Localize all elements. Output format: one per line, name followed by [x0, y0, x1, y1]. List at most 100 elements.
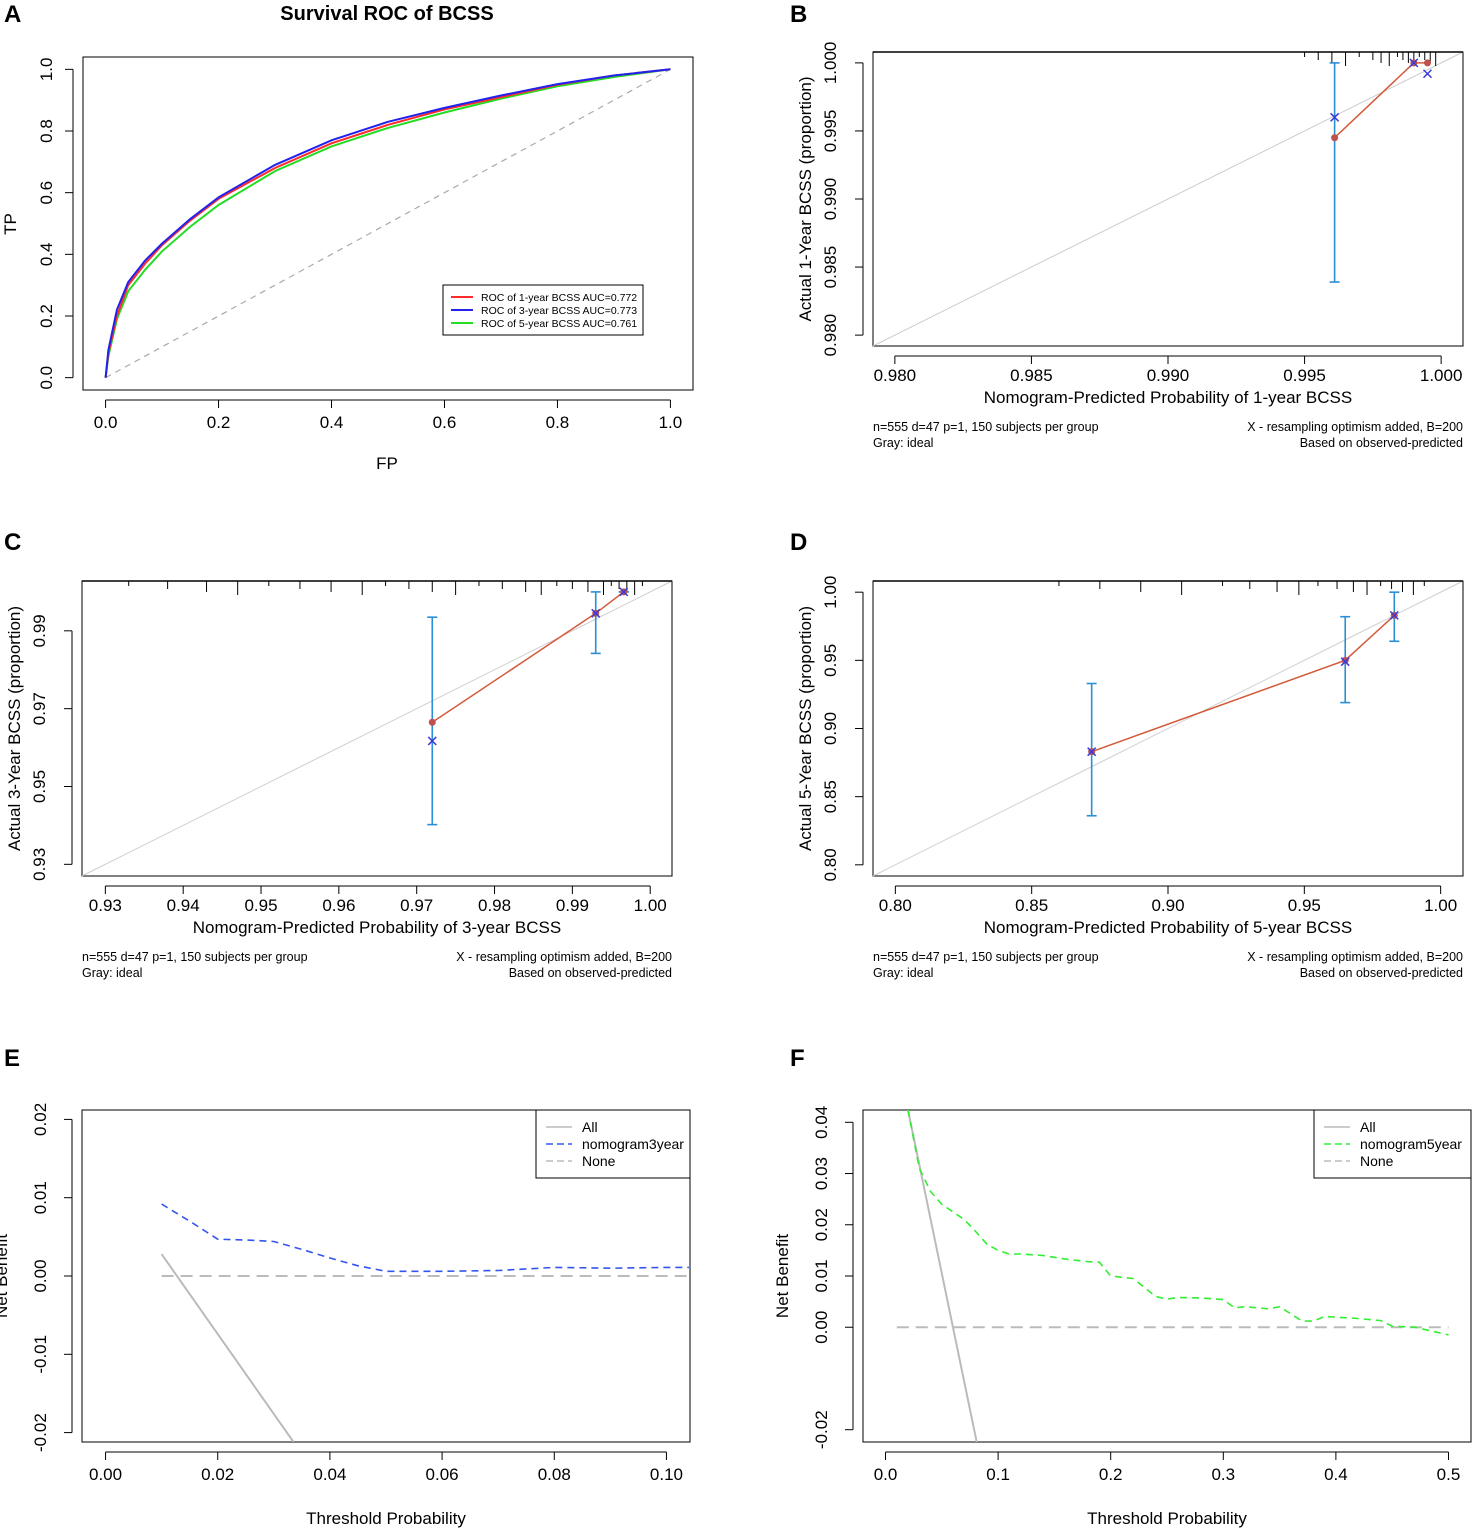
- note-resampling: X - resampling optimism added, B=200: [456, 950, 672, 964]
- observed-line: [1334, 62, 1428, 139]
- y-tick-label: 0.95: [30, 770, 49, 803]
- legend-label: ROC of 5-year BCSS AUC=0.761: [481, 318, 637, 330]
- panel-label-b: B: [790, 1, 807, 28]
- roc-chart: Survival ROC of BCSS 0.0 0.2 0.4 0.6 0.8 1.0 0.…: [1, 3, 694, 473]
- x-tick-label: 0.2: [207, 413, 231, 432]
- x-tick-label: 1.00: [634, 896, 667, 915]
- x-tick-label: 0.990: [1147, 366, 1190, 385]
- y-tick-label: -0.02: [812, 1410, 831, 1449]
- x-axis-label: Threshold Probability: [1087, 1509, 1247, 1528]
- y-tick-label: 1.000: [821, 42, 840, 85]
- panel-label-d: D: [790, 529, 807, 556]
- y-axis-label: Actual 5-Year BCSS (proportion): [796, 606, 815, 851]
- x-tick-label: 0.85: [1015, 896, 1048, 915]
- x-tick-label: 0.980: [874, 366, 917, 385]
- note-observed-predicted: Based on observed-predicted: [1300, 436, 1463, 450]
- observed-point: [1423, 59, 1431, 67]
- calibration-chart-d: 0.80 0.85 0.90 0.95 1.00 0.80 0.85 0.90 0.95 1.00…: [796, 576, 1464, 980]
- x-tick-label: 1.000: [1420, 366, 1463, 385]
- note-gray-ideal: Gray: ideal: [873, 436, 933, 450]
- y-tick-label: 0.80: [821, 848, 840, 881]
- corrected-marker: [1087, 747, 1097, 757]
- legend-label: None: [582, 1153, 616, 1169]
- chart-title: Survival ROC of BCSS: [280, 3, 493, 25]
- x-tick-label: 0.93: [89, 896, 122, 915]
- y-tick-label: 0.990: [821, 178, 840, 221]
- y-axis-label: Net Benefit: [0, 1234, 11, 1318]
- x-tick-label: 0.10: [650, 1465, 683, 1484]
- y-tick-label: 0.04: [812, 1106, 831, 1139]
- calibration-chart-c: 0.93 0.94 0.95 0.96 0.97 0.98 0.99 1.00 0.93 0.95…: [5, 580, 673, 980]
- y-tick-label: 0.95: [821, 644, 840, 677]
- observed-line: [1091, 614, 1395, 753]
- plot-area: [160, 1203, 689, 1442]
- panel-label-c: C: [4, 529, 21, 556]
- y-tick-label: 0.995: [821, 110, 840, 153]
- x-tick-label: 0.04: [313, 1465, 346, 1484]
- y-tick-label: 0.90: [821, 712, 840, 745]
- corrected-marker: [619, 587, 629, 597]
- legend-label: All: [582, 1119, 598, 1135]
- x-tick-label: 0.4: [1324, 1465, 1348, 1484]
- curve-nomogram3year: [161, 1203, 689, 1273]
- x-tick-label: 0.95: [244, 896, 277, 915]
- legend-label: nomogram5year: [1360, 1136, 1462, 1152]
- decision-curve-e: 0.00 0.02 0.04 0.06 0.08 0.10 -0.02 -0.01 0.00 0.…: [0, 1103, 691, 1528]
- y-tick-label: 0.00: [31, 1259, 50, 1292]
- x-tick-label: 0.99: [556, 896, 589, 915]
- legend-label: ROC of 1-year BCSS AUC=0.772: [481, 292, 637, 304]
- ideal-line: [872, 51, 1464, 347]
- plot-area: [896, 1110, 1449, 1442]
- panel-label-e: E: [4, 1045, 20, 1072]
- x-axis-label: Threshold Probability: [306, 1509, 466, 1528]
- ideal-line: [872, 580, 1464, 877]
- roc-curve-series-3: [104, 68, 671, 378]
- legend-label: ROC of 3-year BCSS AUC=0.773: [481, 305, 637, 317]
- x-tick-label: 0.3: [1211, 1465, 1235, 1484]
- observed-point: [1331, 134, 1339, 142]
- roc-curve-series-2: [104, 68, 671, 378]
- y-tick-label: -0.01: [31, 1335, 50, 1374]
- plot-frame: [81, 1109, 691, 1443]
- panel-label-a: A: [4, 1, 21, 28]
- legend-label: None: [1360, 1153, 1394, 1169]
- x-tick-label: 0.5: [1437, 1465, 1461, 1484]
- x-tick-label: 0.0: [874, 1465, 898, 1484]
- y-tick-label: 0.93: [30, 848, 49, 881]
- x-tick-label: 0.96: [322, 896, 355, 915]
- ideal-line: [81, 580, 673, 877]
- legend-label: nomogram3year: [582, 1136, 684, 1152]
- legend-label: All: [1360, 1119, 1376, 1135]
- x-tick-label: 0.8: [546, 413, 570, 432]
- y-tick-label: 0.02: [31, 1103, 50, 1136]
- note-sample-info: n=555 d=47 p=1, 150 subjects per group: [82, 950, 308, 964]
- note-sample-info: n=555 d=47 p=1, 150 subjects per group: [873, 420, 1099, 434]
- y-tick-label: 0.8: [37, 119, 56, 143]
- note-resampling: X - resampling optimism added, B=200: [1247, 950, 1463, 964]
- note-gray-ideal: Gray: ideal: [82, 966, 142, 980]
- x-tick-label: 0.0: [94, 413, 118, 432]
- x-tick-label: 0.4: [320, 413, 344, 432]
- x-axis-label: Nomogram-Predicted Probability of 1-year…: [984, 388, 1352, 407]
- curve-all: [160, 1253, 295, 1442]
- y-tick-label: 0.02: [812, 1208, 831, 1241]
- x-tick-label: 0.98: [478, 896, 511, 915]
- y-tick-label: 0.4: [37, 243, 56, 267]
- y-tick-label: 0.99: [30, 614, 49, 647]
- x-tick-label: 0.6: [433, 413, 457, 432]
- y-tick-label: 0.6: [37, 181, 56, 205]
- corrected-marker: [427, 736, 437, 746]
- x-tick-label: 0.97: [400, 896, 433, 915]
- note-observed-predicted: Based on observed-predicted: [509, 966, 672, 980]
- x-tick-label: 0.1: [986, 1465, 1010, 1484]
- observed-point: [428, 718, 436, 726]
- observed-point: [1341, 656, 1349, 664]
- plot-frame: [862, 1109, 1472, 1443]
- x-tick-label: 1.0: [659, 413, 683, 432]
- y-tick-label: 0.85: [821, 780, 840, 813]
- x-tick-label: 0.06: [426, 1465, 459, 1484]
